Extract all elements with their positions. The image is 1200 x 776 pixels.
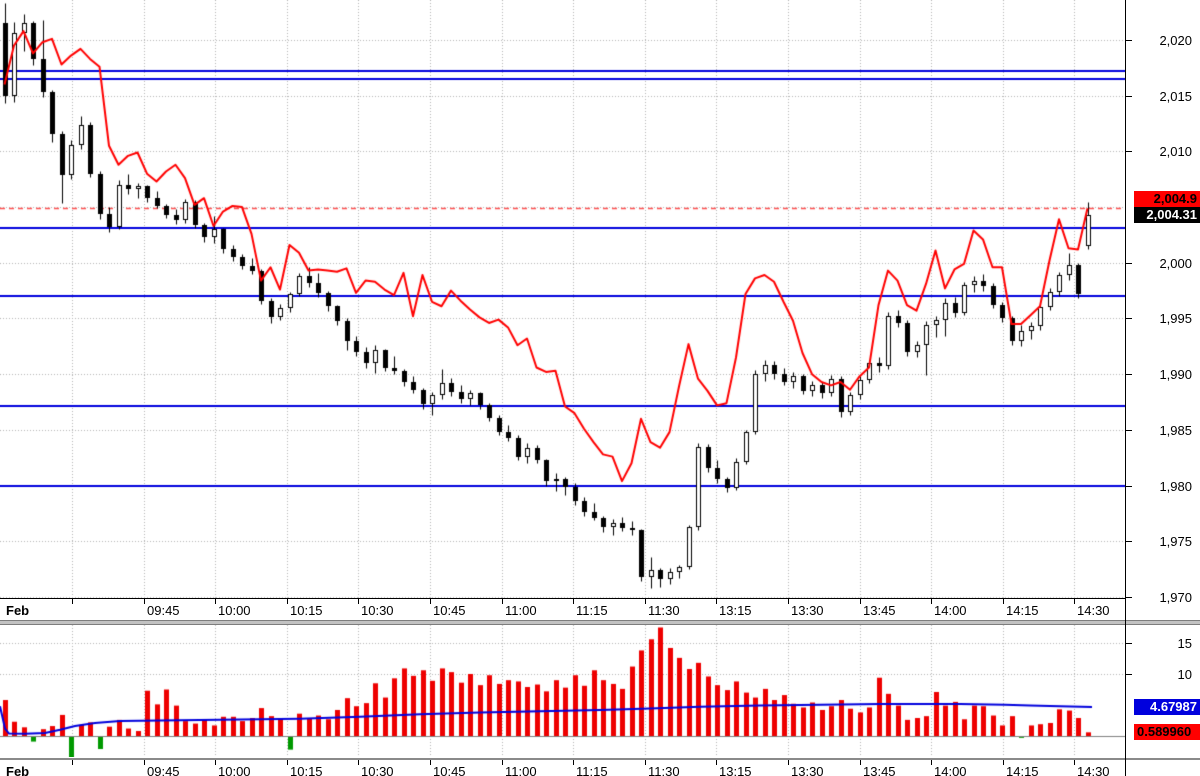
time-axis-label: 10:30	[361, 764, 394, 776]
axis-tick	[860, 760, 861, 765]
time-axis-label: 11:15	[576, 764, 608, 776]
time-axis-label: 10:30	[361, 603, 394, 618]
time-axis-label: 14:30	[1077, 603, 1110, 618]
axis-tick	[358, 760, 359, 765]
time-axis-volume: Feb 09:45 10:00 10:15 10:30 10:45 11:00 11:15 11…	[0, 758, 1200, 776]
axis-tick	[1126, 96, 1132, 97]
axis-tick	[358, 599, 359, 604]
axis-tick	[1126, 374, 1132, 375]
axis-tick	[215, 599, 216, 604]
axis-tick	[716, 760, 717, 765]
price-axis-label: 1,990	[1159, 367, 1192, 382]
time-axis-label: 10:00	[218, 603, 251, 618]
price-axis-label: 1,985	[1159, 423, 1192, 438]
price-axis-label: 2,010	[1159, 144, 1192, 159]
time-axis-label: 11:30	[648, 764, 680, 776]
time-axis-label: 11:00	[505, 603, 537, 618]
time-axis-label: 10:15	[290, 764, 323, 776]
last-price-badge: 2,004.31	[1134, 207, 1200, 223]
average-volume-badge: 4.67987	[1134, 699, 1200, 715]
date-axis-label: Feb	[6, 764, 30, 776]
axis-tick	[788, 760, 789, 765]
price-axis-label: 2,000	[1159, 256, 1192, 271]
time-axis-label: 13:15	[719, 603, 752, 618]
axis-tick	[1126, 318, 1132, 319]
axis-tick	[215, 760, 216, 765]
time-axis-label: 10:45	[433, 764, 466, 776]
axis-tick	[931, 760, 932, 765]
axis-tick	[287, 599, 288, 604]
time-axis-label: 09:45	[147, 764, 180, 776]
volume-axis-label: 15	[1177, 636, 1192, 651]
time-axis-label: 14:00	[934, 764, 967, 776]
axis-tick	[1126, 541, 1132, 542]
axis-tick	[573, 760, 574, 765]
time-axis-main: Feb 09:45 10:00 10:15 10:30 10:45 11:00 11:15 11…	[0, 598, 1125, 621]
axis-tick	[1074, 599, 1075, 604]
axis-tick	[645, 760, 646, 765]
axis-tick	[860, 599, 861, 604]
axis-tick	[1126, 597, 1132, 598]
axis-tick	[1003, 760, 1004, 765]
time-axis-label: 10:00	[218, 764, 251, 776]
price-axis-label: 1,980	[1159, 479, 1192, 494]
price-axis-label: 1,970	[1159, 590, 1192, 605]
time-axis-label: 13:45	[863, 764, 896, 776]
price-chart-plot[interactable]	[0, 0, 1125, 598]
time-axis-label: 13:30	[791, 603, 824, 618]
time-axis-label: 13:15	[719, 764, 752, 776]
time-axis-label: 11:30	[648, 603, 680, 618]
time-axis-label: 14:15	[1006, 603, 1039, 618]
axis-tick	[144, 599, 145, 604]
axis-tick	[1074, 760, 1075, 765]
last-volume-badge: 0.589960	[1134, 724, 1200, 740]
axis-tick	[72, 599, 73, 604]
axis-tick	[72, 760, 73, 765]
time-axis-label: 14:15	[1006, 764, 1039, 776]
time-axis-label: 11:15	[576, 603, 608, 618]
axis-tick	[716, 599, 717, 604]
price-axis-label: 1,995	[1159, 311, 1192, 326]
axis-tick	[1126, 40, 1132, 41]
axis-tick	[1126, 263, 1132, 264]
price-axis-label: 1,975	[1159, 534, 1192, 549]
axis-tick	[573, 599, 574, 604]
axis-tick	[502, 599, 503, 604]
time-axis-label: 13:30	[791, 764, 824, 776]
volume-axis-label: 10	[1177, 667, 1192, 682]
date-axis-label: Feb	[6, 603, 30, 618]
price-axis[interactable]: 2,004.9 2,004.31 4.67987 0.589960 2,020 2…	[1125, 0, 1200, 776]
time-axis-label: 14:00	[934, 603, 967, 618]
axis-tick	[1003, 599, 1004, 604]
axis-tick	[430, 599, 431, 604]
price-axis-label: 2,015	[1159, 89, 1192, 104]
red-series-value-badge: 2,004.9	[1134, 191, 1200, 207]
axis-tick	[144, 760, 145, 765]
axis-tick	[1126, 486, 1132, 487]
time-axis-label: 09:45	[147, 603, 180, 618]
axis-tick	[1126, 674, 1132, 675]
panel-splitter[interactable]	[0, 620, 1200, 625]
axis-tick	[1126, 151, 1132, 152]
price-axis-label: 2,020	[1159, 33, 1192, 48]
axis-tick	[645, 599, 646, 604]
axis-tick	[430, 760, 431, 765]
time-axis-label: 14:30	[1077, 764, 1110, 776]
time-axis-label: 10:15	[290, 603, 323, 618]
time-axis-label: 10:45	[433, 603, 466, 618]
axis-tick	[502, 760, 503, 765]
axis-tick	[287, 760, 288, 765]
axis-tick	[1126, 430, 1132, 431]
axis-tick	[788, 599, 789, 604]
axis-tick	[1126, 643, 1132, 644]
volume-chart-plot[interactable]	[0, 625, 1125, 757]
axis-tick	[931, 599, 932, 604]
time-axis-label: 13:45	[863, 603, 896, 618]
time-axis-label: 11:00	[505, 764, 537, 776]
